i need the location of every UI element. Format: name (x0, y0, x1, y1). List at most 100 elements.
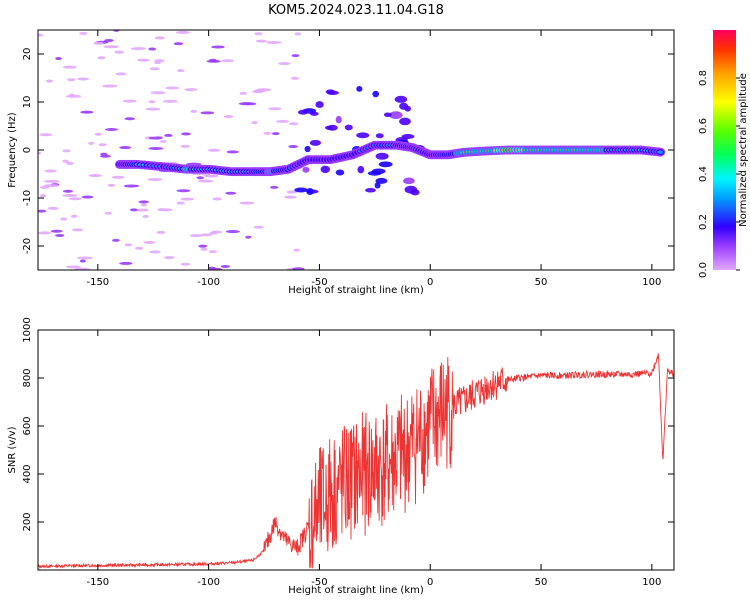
snr-ytick-label: 1000 (22, 317, 33, 342)
noise-speckle (221, 59, 234, 63)
spectrogram-xtick-label: -150 (86, 277, 109, 288)
noise-speckle (177, 69, 185, 73)
noise-speckle (50, 229, 63, 233)
noise-speckle (176, 201, 185, 205)
noise-speckle (44, 169, 57, 173)
scatter-blob (356, 132, 370, 139)
noise-speckle (62, 159, 69, 163)
noise-speckle (62, 193, 78, 197)
noise-speckle (239, 91, 247, 95)
noise-speckle (190, 109, 198, 113)
noise-speckle (245, 235, 252, 239)
noise-speckle (102, 84, 118, 88)
scatter-blob (344, 124, 353, 131)
noise-speckle (114, 50, 125, 54)
scatter-blob (383, 112, 392, 118)
scatter-blob (378, 161, 393, 168)
scatter-blob (372, 90, 380, 98)
colorbar-tick-label: 0.0 (698, 262, 709, 278)
noise-speckle (104, 128, 119, 132)
noise-speckle (181, 132, 191, 136)
noise-speckle (77, 256, 93, 260)
noise-speckle (43, 179, 60, 183)
snr-frame (37, 329, 675, 571)
scatter-blob (389, 111, 403, 120)
scatter-blob (302, 166, 310, 173)
spectrogram-ytick-label: 20 (22, 48, 33, 61)
snr-xlabel: Height of straight line (km) (288, 585, 424, 596)
noise-speckle (104, 38, 114, 42)
noise-speckle (66, 161, 75, 165)
noise-speckle (209, 267, 223, 270)
spectrogram-xtick-label: -50 (311, 277, 327, 288)
noise-speckle (270, 185, 279, 189)
noise-speckle (98, 143, 107, 147)
noise-speckle (62, 65, 77, 69)
noise-speckle (208, 250, 218, 254)
noise-speckle (207, 148, 221, 152)
noise-speckle (145, 107, 161, 111)
scatter-blob (309, 139, 322, 146)
noise-speckle (81, 195, 94, 199)
snr-xtick-label: 50 (535, 577, 548, 588)
noise-speckle (72, 228, 83, 232)
scatter-blob (399, 117, 411, 126)
noise-speckle (266, 40, 282, 44)
noise-speckle (164, 133, 173, 137)
scatter-blob (297, 109, 308, 115)
spectrogram-xtick-label: 50 (535, 277, 548, 288)
noise-speckle (55, 233, 65, 237)
noise-speckle (148, 146, 164, 150)
noise-speckle (226, 150, 239, 154)
noise-speckle (196, 176, 204, 180)
noise-speckle (66, 78, 76, 82)
scatter-blob (375, 133, 384, 139)
noise-speckle (200, 247, 208, 251)
spectrogram-y-axis: -20 -10 0 10 20 (22, 48, 674, 254)
noise-speckle (150, 91, 166, 95)
noise-speckle (211, 45, 225, 49)
colorbar-tick-label: 0.8 (698, 70, 709, 86)
spectrogram-xtick-label: 0 (427, 277, 433, 288)
scatter-blob (401, 134, 415, 140)
noise-speckle (209, 231, 218, 235)
colorbar-tick-label: 0.2 (698, 214, 709, 230)
noise-speckle (88, 141, 95, 145)
noise-speckle (162, 99, 178, 103)
noise-speckle (80, 110, 94, 114)
snr-y-axis: 200 400 600 800 1000 (22, 317, 674, 532)
noise-speckle (142, 214, 149, 218)
noise-speckle (55, 57, 62, 61)
noise-speckle (38, 231, 51, 235)
noise-speckle (254, 89, 267, 93)
spectrogram-x-axis: -150 -100 -50 0 50 100 (86, 30, 661, 288)
noise-speckle (276, 119, 290, 123)
noise-speckle (123, 184, 140, 188)
noise-speckle (290, 76, 300, 80)
snr-xtick-label: -150 (86, 577, 109, 588)
noise-speckle (163, 256, 175, 260)
colorbar-bar (713, 30, 736, 270)
scatter-blob (374, 182, 381, 189)
scatter-blob (309, 111, 319, 116)
noise-speckle (138, 200, 149, 204)
noise-speckle (184, 88, 198, 92)
noise-speckle (268, 107, 282, 111)
noise-speckle (165, 86, 180, 90)
noise-speckle (148, 47, 157, 51)
spectrogram-ytick-label: 0 (22, 147, 33, 153)
spectrogram-ytick-label: -20 (22, 238, 33, 254)
noise-speckle (74, 267, 91, 270)
noise-speckle (180, 197, 195, 201)
noise-speckle (79, 259, 86, 263)
snr-x-axis: -150 -100 -50 0 50 100 (86, 330, 661, 588)
scatter-blob (410, 189, 420, 196)
spectrogram-ylabel: Frequency (Hz) (7, 112, 18, 188)
noise-speckle (130, 47, 147, 51)
noise-speckle (147, 177, 163, 181)
noise-speckle (176, 189, 191, 193)
scatter-blob (320, 165, 331, 174)
noise-speckle (220, 264, 230, 268)
noise-speckle (212, 197, 222, 201)
